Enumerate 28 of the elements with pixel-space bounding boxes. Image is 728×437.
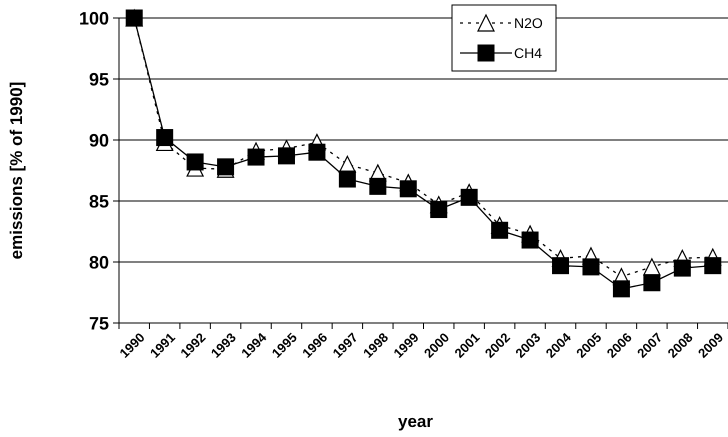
point bbox=[704, 257, 722, 274]
legend-label: N2O bbox=[514, 14, 543, 31]
point bbox=[248, 148, 265, 166]
x-axis-title: year bbox=[398, 412, 434, 431]
y-tick-label: 100 bbox=[78, 8, 109, 28]
point bbox=[491, 222, 508, 239]
point bbox=[582, 258, 600, 276]
point bbox=[338, 170, 356, 188]
y-axis-title: emissions [% of 1990] bbox=[7, 82, 26, 260]
y-tick-label: 95 bbox=[88, 69, 109, 90]
point bbox=[552, 257, 570, 274]
legend-label: CH4 bbox=[514, 44, 542, 61]
y-tick-label: 85 bbox=[88, 191, 109, 212]
point bbox=[186, 153, 204, 170]
point bbox=[430, 201, 448, 218]
y-tick-label: 90 bbox=[88, 130, 109, 150]
point bbox=[308, 144, 326, 161]
point bbox=[612, 280, 630, 298]
y-tick-label: 75 bbox=[88, 313, 109, 334]
point bbox=[400, 180, 417, 198]
point bbox=[369, 178, 386, 195]
point bbox=[460, 188, 478, 206]
point bbox=[522, 232, 539, 249]
point bbox=[278, 147, 295, 164]
y-tick-label: 80 bbox=[88, 252, 109, 272]
point bbox=[156, 129, 174, 146]
point bbox=[643, 274, 660, 292]
point bbox=[674, 260, 691, 277]
